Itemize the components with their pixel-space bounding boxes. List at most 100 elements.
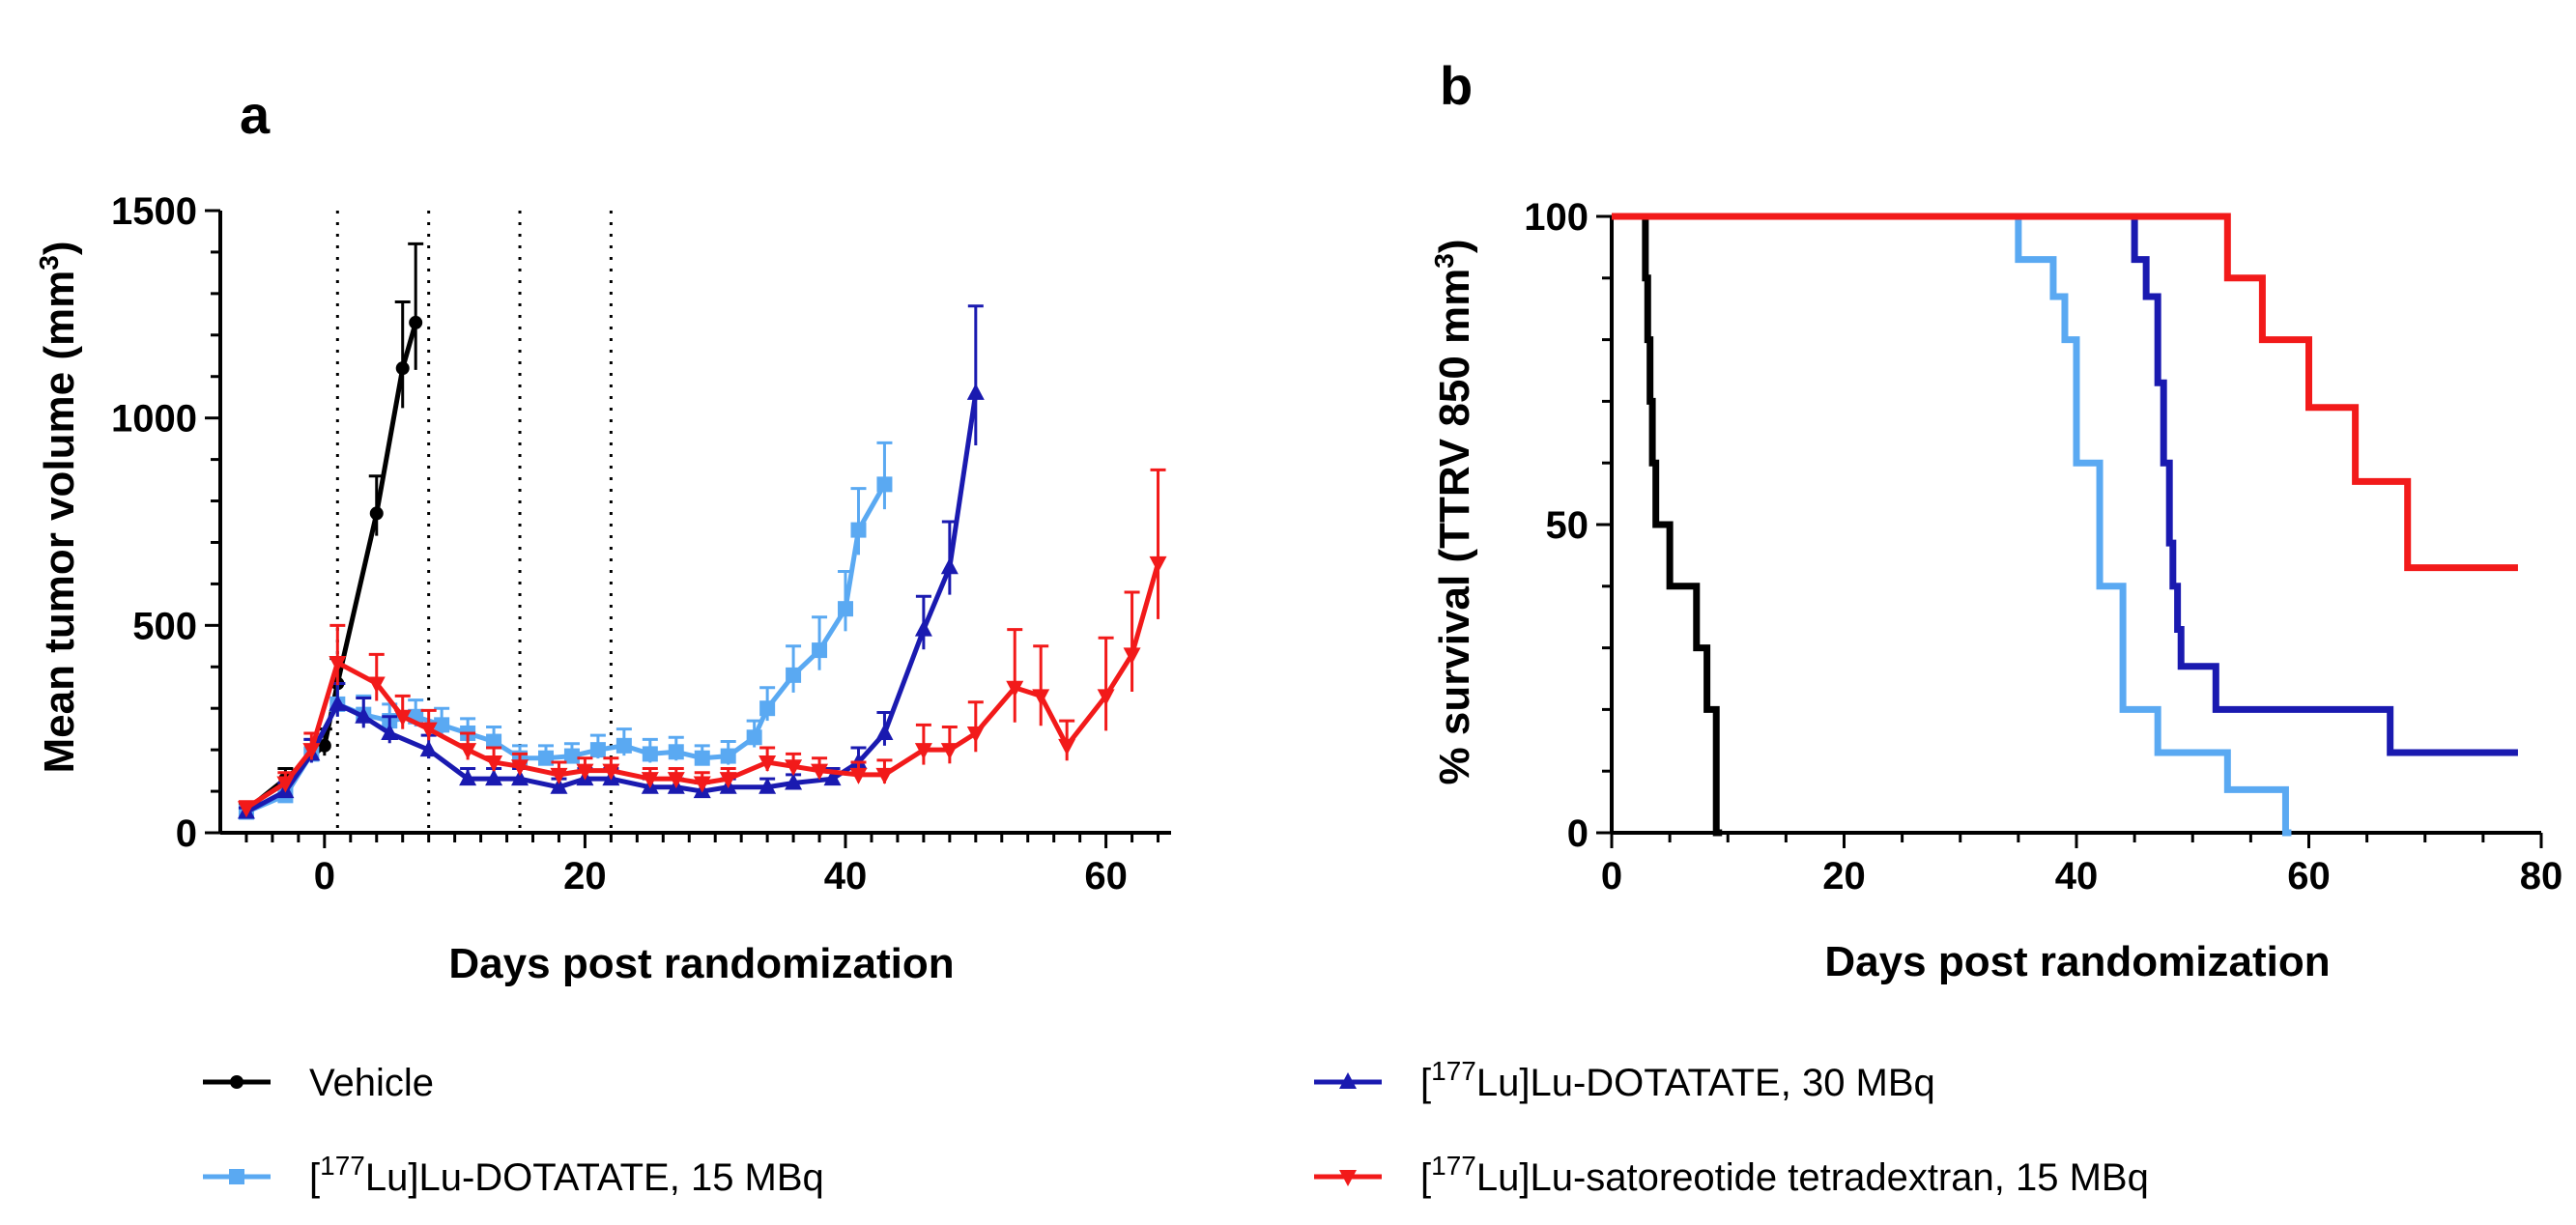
data-point-a [719,772,737,789]
x-tick-label-b: 20 [1822,855,1866,897]
data-point-a [823,769,842,786]
data-point-a [409,315,423,329]
y-tick-label-a: 500 [132,605,197,647]
data-point-a [875,723,894,740]
data-point-a [589,742,606,758]
data-point-a [786,667,802,683]
axes-a: 0 20 40 60 0 500 1000 1500 [111,190,1171,897]
legend-label: [177Lu]Lu-DOTATATE, 15 MBq [309,1151,824,1199]
data-point-a [667,772,685,789]
data-point-a [668,744,684,760]
data-point-a [395,361,410,376]
data-point-a [1123,647,1141,665]
data-point-a [785,773,803,790]
data-point-a [550,777,568,794]
data-point-a [329,694,347,711]
x-axis-title-b: Days post randomization [1824,938,2330,985]
axes-b: 0 20 40 60 80 0 50 100 [1524,196,2562,897]
panel-label-a: a [240,84,271,145]
data-point-a [838,601,854,617]
data-point-a [329,655,347,672]
y-axis-title-b: % survival (TTRV 850 mm3) [1429,240,1478,785]
data-point-a [914,619,932,637]
data-point-a [875,767,894,784]
legend-label: Vehicle [309,1062,434,1104]
legend-label: [177Lu]Lu-DOTATATE, 30 MBq [1420,1056,1935,1104]
panel-b-survival-chart: b 0 20 40 60 80 0 50 100 Days post randomizatio… [1429,55,2562,985]
legend-label-suffix: Lu]Lu-DOTATATE, 15 MBq [365,1156,824,1199]
data-point-a [485,755,503,773]
data-point-a [237,801,255,818]
data-point-a [940,557,959,575]
legend-swatch-marker [1339,1072,1357,1089]
data-point-a [914,743,932,760]
x-tick-label-a: 20 [563,855,607,897]
y-axis-title-a-end: ) [36,242,83,256]
legend-label-suffix: Lu]Lu-DOTATATE, 30 MBq [1476,1062,1935,1104]
panel-a-tumor-volume-chart: a 0 20 40 60 0 500 1000 1500 Days post randomiz… [34,84,1171,987]
data-point-a [1097,689,1115,706]
x-tick-label-b: 0 [1601,855,1622,897]
data-point-a [1006,680,1024,698]
x-tick-label-a: 0 [314,855,335,897]
y-tick-label-a: 0 [176,812,197,855]
data-point-a [367,676,386,694]
data-point-a [694,750,710,766]
y-tick-label-a: 1500 [111,190,197,233]
data-point-a [369,506,384,521]
legend-label-prefix: [ [309,1156,320,1199]
x-axis-title-a: Days post randomization [448,940,954,987]
data-point-a [1058,738,1076,755]
data-point-a [381,723,399,740]
data-point-a [419,722,438,739]
y-axis-title-b-main: % survival (TTRV 850 mm [1431,269,1478,785]
data-point-a [759,700,776,717]
data-point-a [393,709,412,726]
y-axis-title-b-end: ) [1431,240,1478,254]
series-line-a [244,562,1160,811]
y-tick-label-b: 50 [1546,504,1589,547]
x-tick-label-b: 80 [2520,855,2563,897]
data-point-a [434,717,450,733]
series-group-b [1612,213,2518,837]
y-axis-title-a-main: Mean tumor volume (mm [36,271,83,774]
legend-item: [177Lu]Lu-satoreotide tetradextran, 15 M… [1314,1151,2149,1199]
legend-item: Vehicle [203,1062,434,1104]
series-a-2 [237,304,985,819]
data-point-a [550,767,568,784]
x-tick-label-a: 40 [824,855,868,897]
data-point-a [459,769,477,786]
survival-curve-b-3 [1612,213,2518,572]
data-point-a [693,776,711,793]
legend-label-sup: 177 [1431,1056,1476,1086]
data-point-a [785,759,803,777]
data-point-a [849,767,868,784]
series-a-3 [237,468,1167,818]
series-a-1 [238,441,893,820]
x-tick-label-b: 40 [2055,855,2099,897]
legend-swatch-marker [229,1169,244,1184]
legend-label-prefix: [ [1420,1062,1431,1104]
data-point-a [642,746,658,762]
legend-label: [177Lu]Lu-satoreotide tetradextran, 15 M… [1420,1151,2149,1199]
data-point-a [302,743,321,760]
data-point-a [811,763,829,781]
legend: Vehicle [177Lu]Lu-DOTATATE, 30 MBq[177Lu]… [203,1056,2149,1199]
x-tick-label-a: 60 [1084,855,1128,897]
legend-item: [177Lu]Lu-DOTATATE, 15 MBq [203,1151,824,1199]
legend-swatch-marker [230,1075,243,1089]
data-point-a [419,740,438,757]
survival-curve-b-2 [1612,213,2518,756]
data-point-a [1032,689,1050,706]
data-point-a [966,726,985,743]
data-point-a [641,772,659,789]
legend-label-prefix: Vehicle [309,1062,434,1104]
survival-curve-b-1 [1612,213,2292,837]
x-tick-label-b: 60 [2287,855,2331,897]
data-point-a [459,743,477,760]
panel-label-b: b [1440,55,1473,116]
legend-label-sup: 177 [1431,1151,1476,1181]
data-point-a [876,476,893,493]
data-point-a [758,777,777,794]
y-axis-title-a: Mean tumor volume (mm3) [34,242,83,774]
